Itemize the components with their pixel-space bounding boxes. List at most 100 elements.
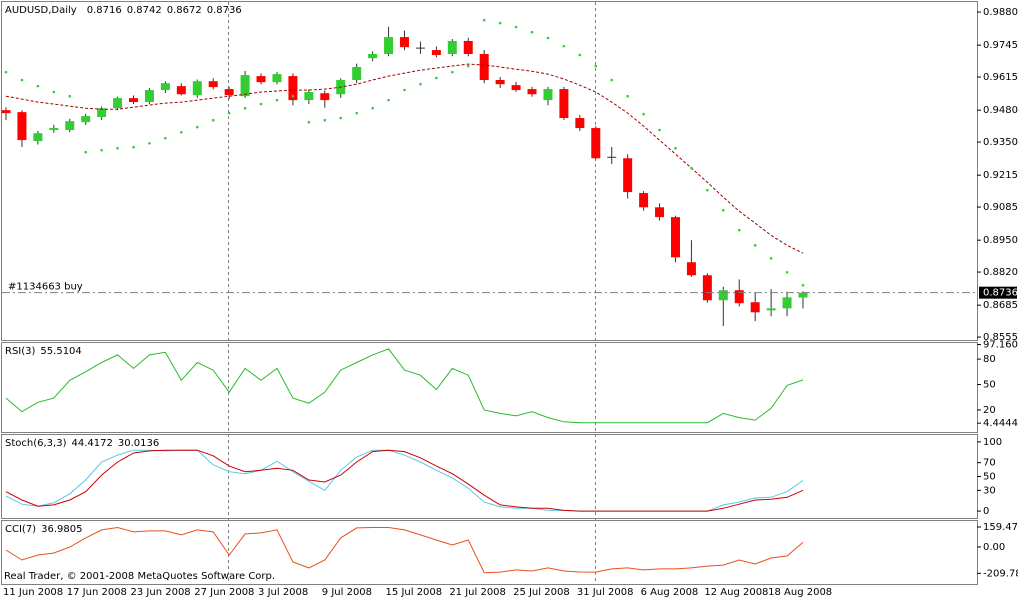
candle-body — [575, 118, 585, 129]
sar-dot — [132, 145, 135, 149]
y-tick-label: 0.00 — [983, 542, 1005, 553]
sar-dot — [690, 166, 693, 170]
x-tick-label: 27 Jun 2008 — [194, 587, 254, 598]
sar-dot — [753, 244, 757, 247]
candle-body — [160, 83, 170, 91]
sar-dot — [419, 82, 422, 86]
sar-dot — [785, 271, 789, 274]
candle-body — [144, 90, 154, 103]
candle-body — [176, 86, 186, 95]
candle-body — [320, 93, 330, 101]
sar-dot — [116, 146, 119, 150]
cci-frame — [1, 520, 978, 585]
price-label: 0.8736 — [983, 288, 1018, 299]
sar-dot — [4, 70, 8, 74]
title-value: 36.9805 — [41, 524, 82, 535]
footer: Real Trader, © 2001-2008 MetaQuotes Soft… — [4, 571, 275, 582]
indicator-line — [5, 526, 804, 574]
panel-title: RSI(3) 55.5104 — [5, 346, 82, 357]
candle-body — [129, 98, 139, 103]
candle-body — [400, 37, 409, 48]
candle-body — [431, 50, 441, 55]
candle-body — [272, 74, 282, 83]
candle-body — [623, 158, 633, 193]
sar-dot — [227, 111, 231, 115]
title-value: 0.8672 — [167, 5, 202, 16]
sar-dot — [594, 64, 598, 68]
sar-dot — [84, 150, 87, 154]
x-tick-label: 31 Jul 2008 — [577, 587, 634, 598]
sar-dot — [658, 128, 661, 132]
sar-dot — [482, 18, 486, 22]
y-tick-label: 0.9215 — [983, 170, 1018, 181]
sar-dot — [530, 30, 534, 34]
sar-dot — [722, 208, 725, 212]
candle-body — [17, 112, 27, 141]
sar-dot — [20, 78, 24, 82]
y-tick-label: 30 — [983, 485, 996, 496]
sar-dot — [275, 98, 279, 102]
x-tick-label: 11 Jun 2008 — [3, 587, 63, 598]
candle-body — [192, 81, 202, 96]
y-tick-label: 0 — [983, 506, 989, 517]
y-tick-label: 80 — [983, 354, 996, 365]
x-tick-label: 6 Aug 2008 — [641, 587, 699, 598]
x-tick-label: 17 Jun 2008 — [67, 587, 127, 598]
title-value: 0.8716 — [87, 5, 122, 16]
sar-dot — [737, 228, 741, 232]
candle-body — [368, 54, 378, 59]
title-text: RSI(3) — [5, 346, 36, 357]
candle-body — [686, 262, 696, 276]
candle-body — [591, 128, 601, 159]
rsi-frame — [1, 342, 978, 433]
candle-body — [766, 308, 776, 311]
y-tick-label: 0.9880 — [983, 7, 1018, 18]
sar-dot — [371, 106, 374, 110]
indicator-line — [5, 449, 804, 512]
sar-dot — [100, 148, 103, 152]
candle-body — [527, 89, 537, 95]
candle-body — [224, 89, 234, 96]
candle-body — [543, 89, 553, 101]
candle-body — [33, 133, 43, 142]
candle-body — [702, 275, 712, 301]
candle-body — [511, 85, 521, 91]
y-tick-label: 0.9085 — [983, 202, 1018, 213]
y-tick-label: -209.785 — [983, 568, 1018, 579]
y-tick-label: 159.470 — [983, 522, 1018, 533]
x-tick-label: 9 Jul 2008 — [322, 587, 372, 598]
candle-body — [352, 67, 362, 80]
candle-body — [1, 110, 11, 114]
x-tick-label: 15 Jul 2008 — [386, 587, 443, 598]
sar-dot — [578, 53, 582, 57]
x-tick-label: 23 Jun 2008 — [131, 587, 191, 598]
y-tick-label: 0.9480 — [983, 105, 1018, 116]
candle-body — [639, 193, 649, 208]
sar-dot — [546, 36, 550, 40]
y-tick-label: 0.8950 — [983, 235, 1018, 246]
sar-dot — [291, 94, 295, 98]
candle-body — [81, 116, 91, 123]
candle-body — [495, 80, 505, 85]
sar-dot — [355, 111, 358, 115]
y-tick-label: 97.1605 — [983, 340, 1018, 351]
candle-body — [49, 128, 59, 131]
sar-dot — [626, 94, 629, 98]
candle-body — [113, 98, 123, 109]
sar-dot — [451, 70, 454, 74]
x-tick-label: 12 Aug 2008 — [704, 587, 768, 598]
candle-body — [304, 92, 314, 101]
main-frame — [1, 1, 978, 341]
sar-dot — [642, 112, 645, 116]
candle-body — [384, 37, 394, 54]
candle-body — [750, 302, 760, 313]
title-value: 30.0136 — [118, 438, 159, 449]
x-tick-label: 18 Aug 2008 — [768, 587, 832, 598]
x-tick-label: 3 Jul 2008 — [258, 587, 308, 598]
panel-title: AUDUSD,Daily 0.8716 0.8742 0.8672 0.8736 — [5, 5, 242, 16]
candle-body — [208, 81, 218, 88]
y-tick-label: 0.9350 — [983, 137, 1018, 148]
sar-dot — [435, 76, 438, 80]
candle-body — [670, 217, 680, 258]
